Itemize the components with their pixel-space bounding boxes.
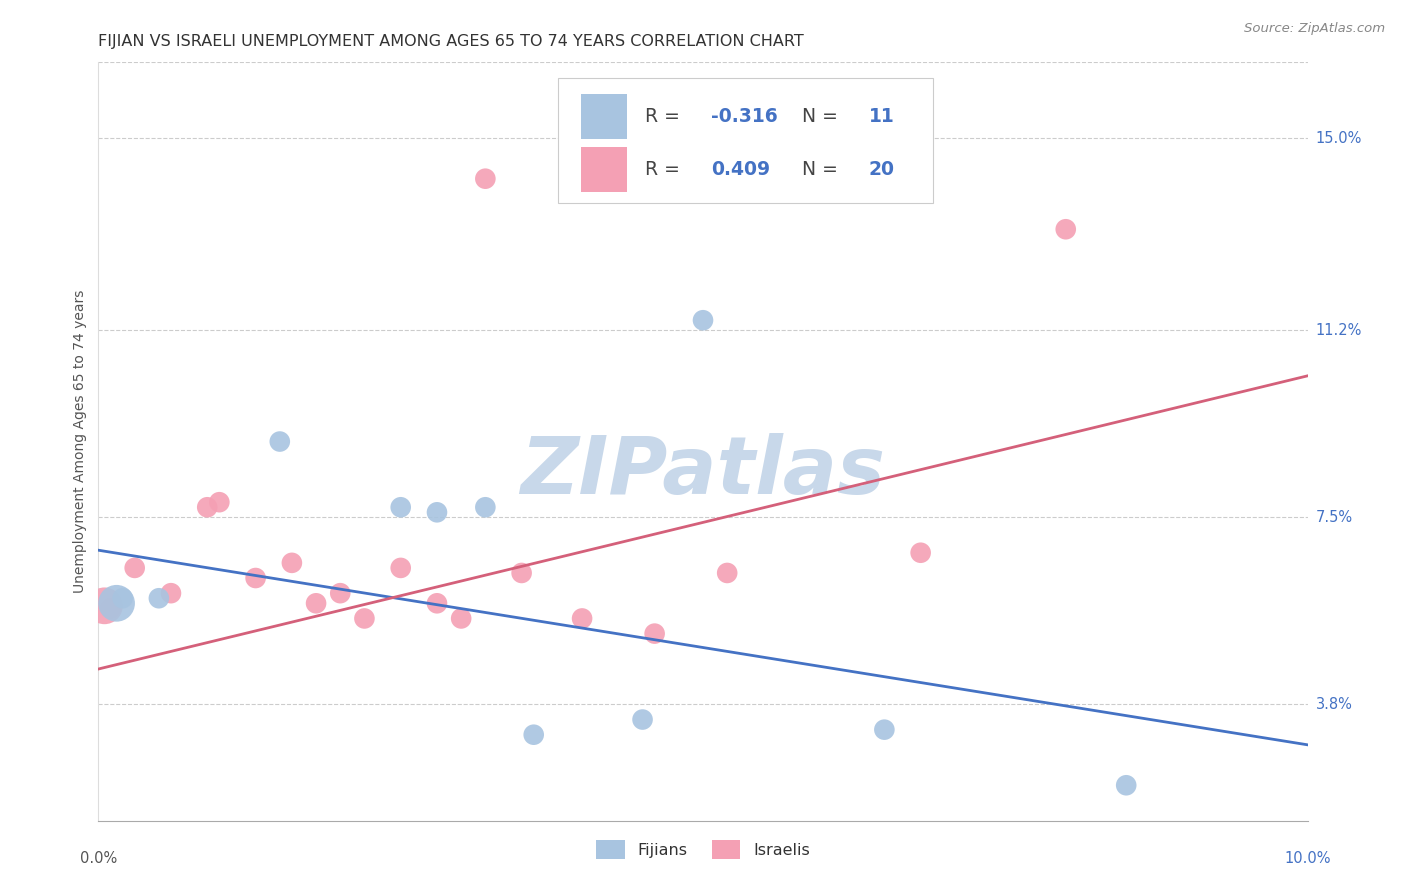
Point: [631, 713, 654, 727]
Y-axis label: Unemployment Among Ages 65 to 74 years: Unemployment Among Ages 65 to 74 years: [73, 290, 87, 593]
Point: [305, 596, 328, 610]
Legend: Fijians, Israelis: Fijians, Israelis: [589, 833, 817, 866]
Text: Source: ZipAtlas.com: Source: ZipAtlas.com: [1244, 22, 1385, 36]
Point: [329, 586, 352, 600]
Text: 20: 20: [869, 160, 894, 179]
Bar: [581, 147, 627, 193]
Point: [523, 728, 546, 742]
Point: [389, 561, 412, 575]
Text: 0.409: 0.409: [711, 160, 770, 179]
Point: [644, 626, 666, 640]
Point: [426, 596, 449, 610]
Text: 3.8%: 3.8%: [1316, 697, 1353, 712]
Point: [474, 500, 496, 515]
Point: [1054, 222, 1077, 236]
Point: [426, 505, 449, 519]
Text: -0.316: -0.316: [711, 107, 778, 126]
Text: 15.0%: 15.0%: [1316, 131, 1362, 145]
Point: [474, 171, 496, 186]
Point: [692, 313, 714, 327]
Point: [389, 500, 412, 515]
FancyBboxPatch shape: [558, 78, 932, 202]
Point: [195, 500, 218, 515]
Text: ZIPatlas: ZIPatlas: [520, 433, 886, 511]
Point: [353, 611, 375, 625]
Point: [245, 571, 267, 585]
Text: FIJIAN VS ISRAELI UNEMPLOYMENT AMONG AGES 65 TO 74 YEARS CORRELATION CHART: FIJIAN VS ISRAELI UNEMPLOYMENT AMONG AGE…: [98, 34, 804, 49]
Text: 0.0%: 0.0%: [80, 851, 117, 866]
Point: [269, 434, 291, 449]
Point: [105, 596, 128, 610]
Point: [1115, 778, 1137, 792]
Text: 11: 11: [869, 107, 894, 126]
Point: [111, 591, 134, 606]
Text: N =: N =: [803, 160, 844, 179]
Point: [93, 599, 115, 613]
Point: [281, 556, 304, 570]
Point: [148, 591, 170, 606]
Text: 7.5%: 7.5%: [1316, 510, 1353, 524]
Point: [100, 601, 122, 615]
Point: [910, 546, 932, 560]
Point: [716, 566, 738, 580]
Text: 10.0%: 10.0%: [1284, 851, 1331, 866]
Text: N =: N =: [803, 107, 844, 126]
Bar: [581, 94, 627, 139]
Text: 11.2%: 11.2%: [1316, 323, 1362, 338]
Text: R =: R =: [645, 107, 686, 126]
Point: [160, 586, 183, 600]
Point: [510, 566, 533, 580]
Point: [571, 611, 593, 625]
Text: R =: R =: [645, 160, 686, 179]
Point: [208, 495, 231, 509]
Point: [450, 611, 472, 625]
Point: [873, 723, 896, 737]
Point: [124, 561, 146, 575]
